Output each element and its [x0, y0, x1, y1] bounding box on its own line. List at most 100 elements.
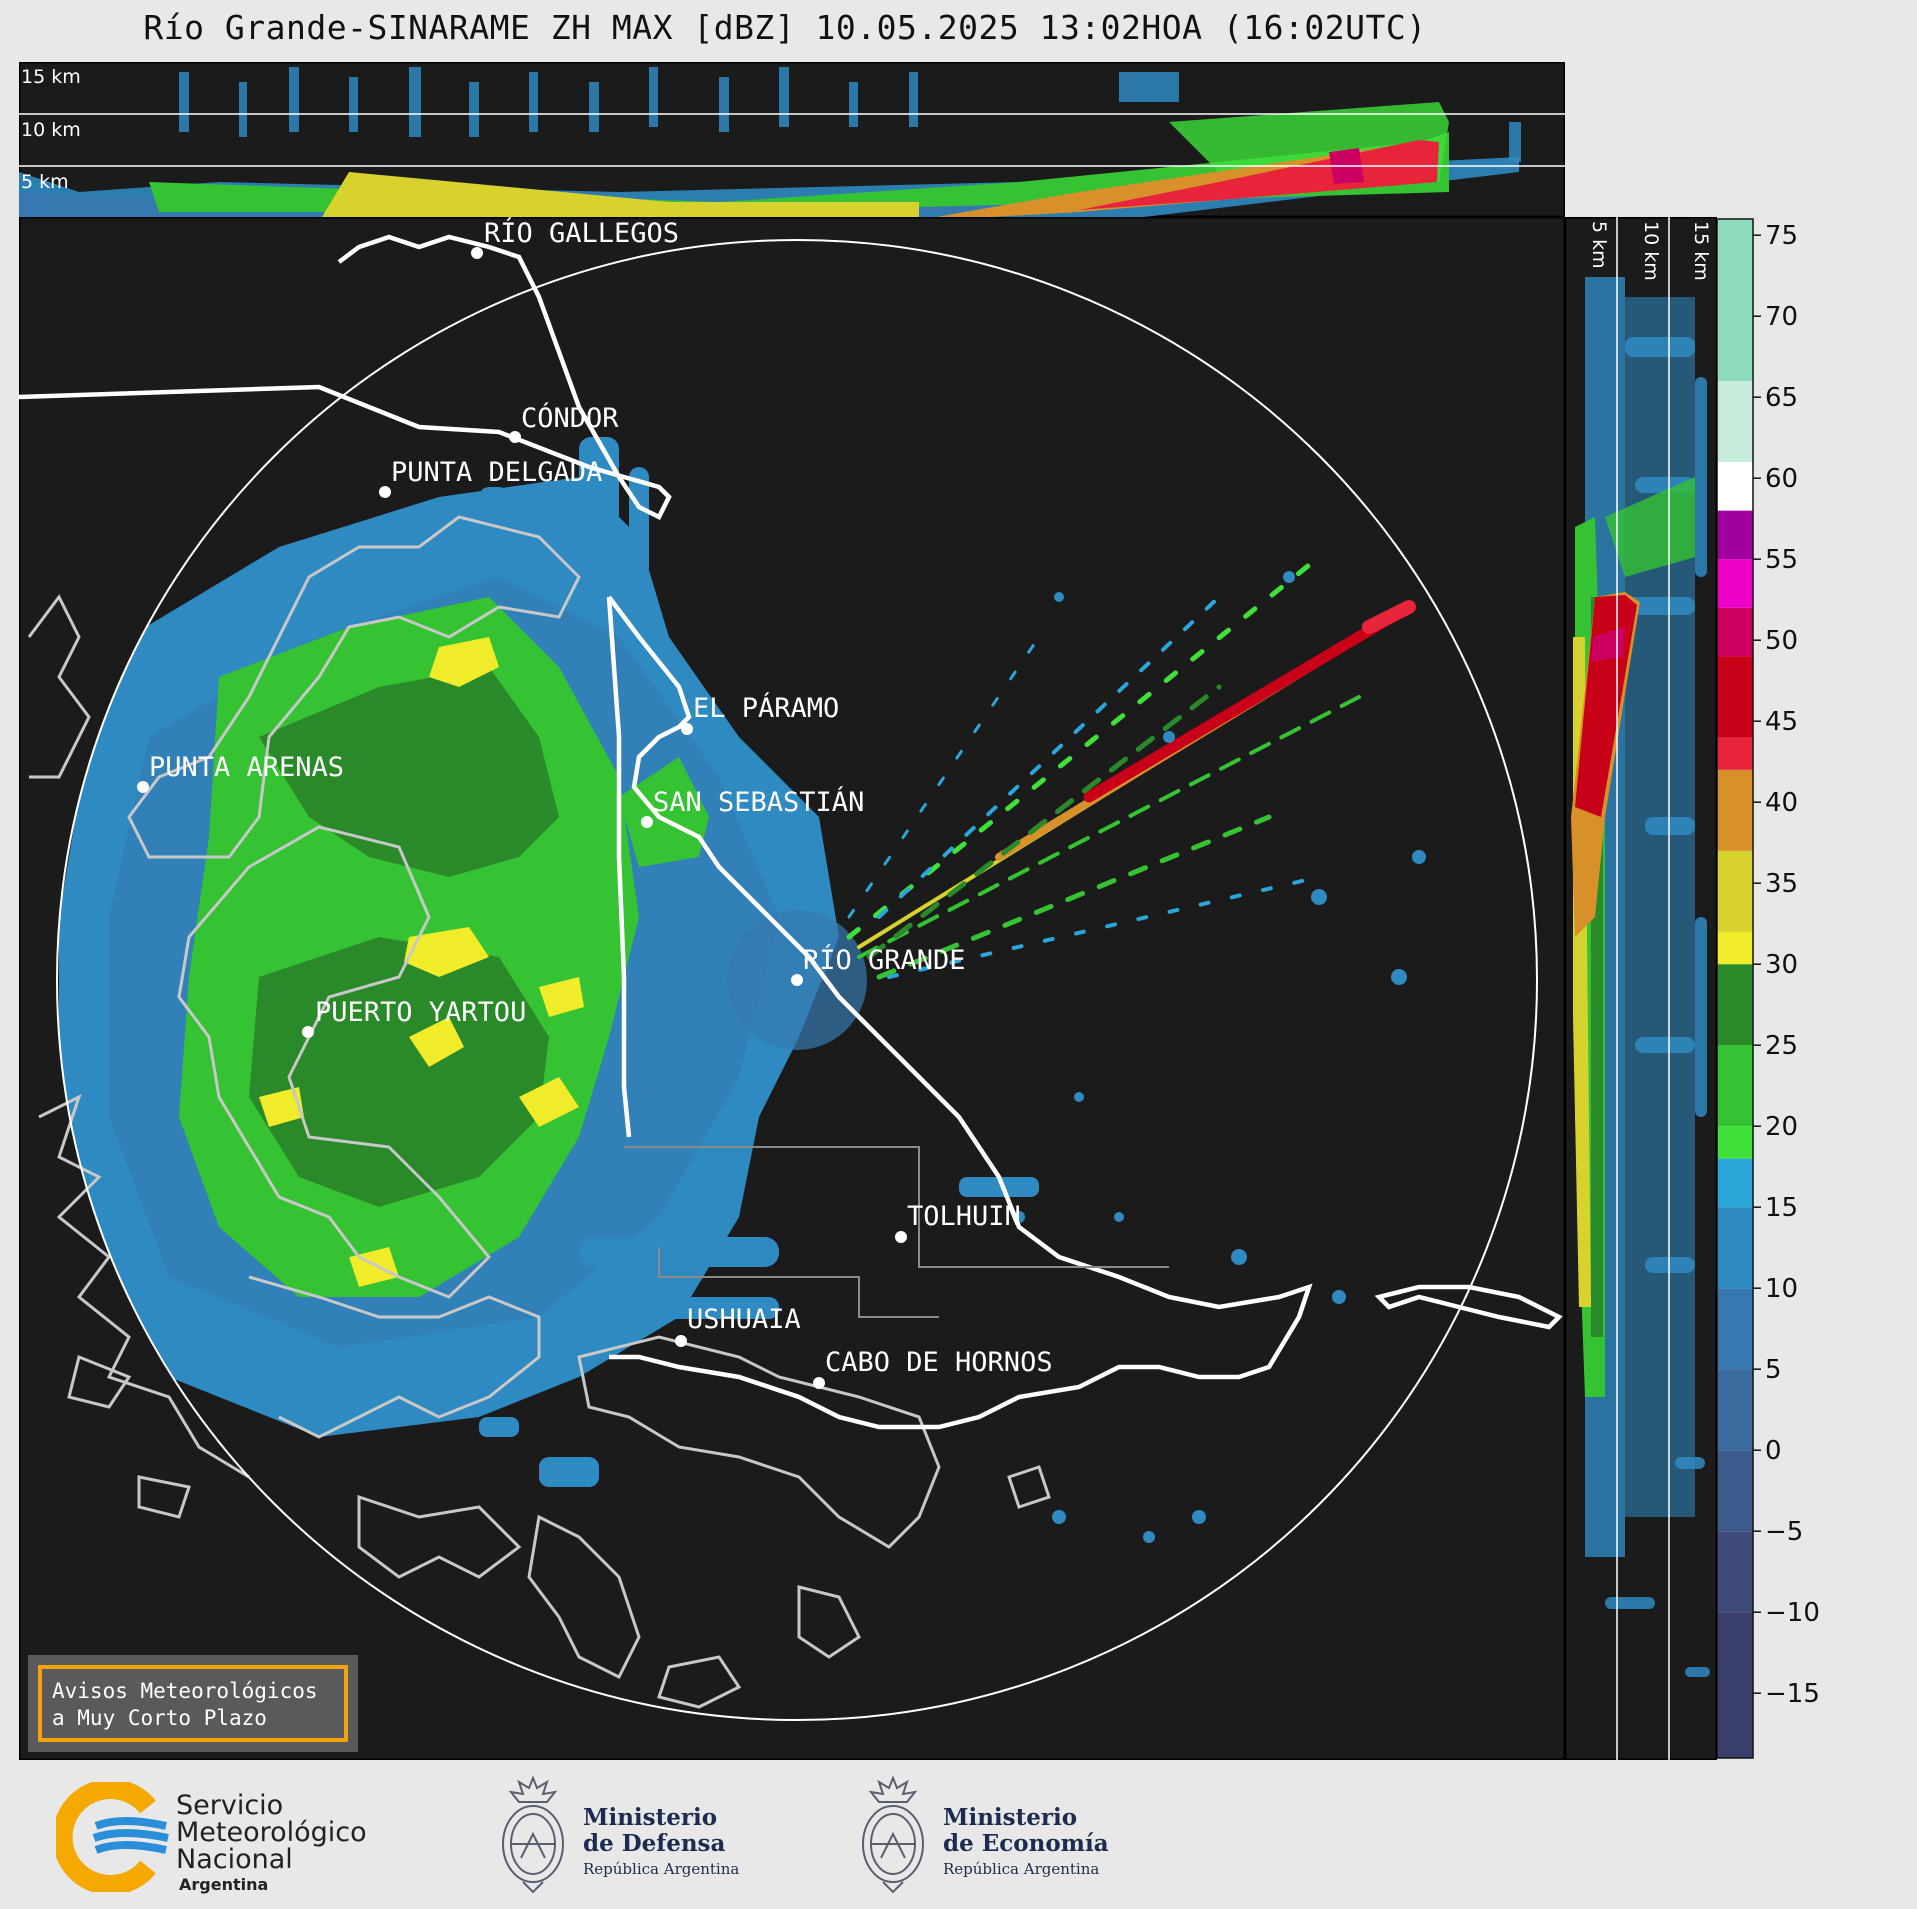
smn-logo: Servicio Meteorológico Nacional Argentin… — [56, 1782, 386, 1894]
city-label-san-sebastian: SAN SEBASTIÁN — [653, 786, 864, 818]
defensa-line-2: de Defensa — [583, 1830, 726, 1857]
radar-map-svg[interactable]: RÍO GALLEGOS CÓNDOR PUNTA DELGADA EL PÁR… — [19, 217, 1565, 1760]
city-label-punta-arenas: PUNTA ARENAS — [149, 752, 344, 783]
economia-line-1: Ministerio — [943, 1804, 1078, 1831]
city-label-ushuaia: USHUAIA — [687, 1304, 801, 1335]
city-punta-delgada[interactable]: PUNTA DELGADA — [379, 457, 602, 498]
smn-line-4: Argentina — [179, 1875, 269, 1894]
city-rio-grande[interactable]: RÍO GRANDE — [791, 944, 966, 986]
smn-line-1: Servicio — [176, 1790, 284, 1821]
colorbar-segment — [1717, 1612, 1753, 1758]
city-dot — [641, 816, 653, 828]
top-height-label-15km: 15 km — [21, 66, 81, 88]
coat-of-arms-icon — [862, 1775, 924, 1894]
city-puerto-yartou[interactable]: PUERTO YARTOU — [302, 997, 526, 1038]
city-rio-gallegos[interactable]: RÍO GALLEGOS — [471, 217, 679, 259]
city-san-sebastian[interactable]: SAN SEBASTIÁN — [641, 786, 864, 828]
coastlines — [27, 515, 1051, 1709]
city-dot — [471, 247, 483, 259]
colorbar-segments — [1717, 219, 1753, 1758]
city-dot — [895, 1231, 907, 1243]
colorbar-segment — [1717, 1207, 1753, 1289]
colorbar-tick-label: 75 — [1765, 221, 1798, 251]
warning-box-border: Avisos Meteorológicos a Muy Corto Plazo — [38, 1665, 348, 1742]
city-label-rio-gallegos: RÍO GALLEGOS — [484, 217, 679, 249]
smn-line-3: Nacional — [176, 1844, 293, 1875]
city-dot — [791, 974, 803, 986]
ministerio-defensa-logo: Ministerio de Defensa República Argentin… — [495, 1774, 755, 1899]
colorbar-tick-label: −15 — [1765, 1679, 1820, 1709]
colorbar-tick-label: 30 — [1765, 950, 1798, 980]
colorbar-segment — [1717, 381, 1753, 462]
side-height-label-5km: 5 km — [1588, 221, 1610, 269]
city-label-el-paramo: EL PÁRAMO — [693, 692, 839, 724]
colorbar-tick-label: 15 — [1765, 1193, 1798, 1223]
city-cabo-de-hornos[interactable]: CABO DE HORNOS — [813, 1347, 1053, 1389]
colorbar-segment — [1717, 850, 1753, 932]
defensa-line-3: República Argentina — [583, 1860, 740, 1878]
colorbar-segment — [1717, 737, 1753, 770]
colorbar-segment — [1717, 1369, 1753, 1451]
top-height-label-5km: 5 km — [21, 171, 69, 193]
city-tolhuin[interactable]: TOLHUIN — [895, 1201, 1021, 1243]
city-label-puerto-yartou: PUERTO YARTOU — [315, 997, 526, 1028]
top-cross-section-svg: 15 km 10 km 5 km — [19, 62, 1565, 217]
colorbar-segment — [1717, 559, 1753, 608]
colorbar-tick-label: 45 — [1765, 707, 1798, 737]
colorbar-tick-label: 35 — [1765, 869, 1798, 899]
colorbar-segment — [1717, 1158, 1753, 1208]
side-height-label-15km: 15 km — [1690, 221, 1712, 281]
colorbar-segment — [1717, 219, 1753, 381]
colorbar-tick-label: 60 — [1765, 464, 1798, 494]
city-punta-arenas[interactable]: PUNTA ARENAS — [137, 752, 344, 793]
colorbar: 75 70 65 60 55 50 45 40 35 30 25 20 15 10 5 0 −5 −10 −15 — [1717, 217, 1917, 1760]
warning-line-1: Avisos Meteorológicos — [52, 1679, 318, 1703]
warning-box[interactable]: Avisos Meteorológicos a Muy Corto Plazo — [28, 1655, 358, 1752]
city-dot — [681, 723, 693, 735]
city-condor[interactable]: CÓNDOR — [509, 402, 619, 443]
colorbar-tick-label: 10 — [1765, 1274, 1798, 1304]
city-dot — [813, 1377, 825, 1389]
colorbar-segment — [1717, 1045, 1753, 1127]
colorbar-tick-label: 20 — [1765, 1112, 1798, 1142]
smn-line-2: Meteorológico — [176, 1817, 367, 1848]
colorbar-tick-label: −5 — [1765, 1517, 1803, 1547]
city-label-rio-grande: RÍO GRANDE — [803, 944, 966, 976]
colorbar-segment — [1717, 964, 1753, 1046]
colorbar-tick-label: 55 — [1765, 545, 1798, 575]
colorbar-segment — [1717, 1450, 1753, 1532]
economia-line-3: República Argentina — [943, 1860, 1100, 1878]
city-dot — [379, 486, 391, 498]
colorbar-tick-label: 50 — [1765, 626, 1798, 656]
colorbar-tick-label: 40 — [1765, 788, 1798, 818]
colorbar-tick-label: 0 — [1765, 1436, 1782, 1466]
side-height-label-10km: 10 km — [1640, 221, 1662, 281]
warning-line-2: a Muy Corto Plazo — [52, 1706, 267, 1730]
economia-line-2: de Economía — [943, 1830, 1109, 1857]
colorbar-segment — [1717, 769, 1753, 851]
city-ushuaia[interactable]: USHUAIA — [675, 1304, 801, 1347]
top-cross-section-panel: 15 km 10 km 5 km — [19, 62, 1565, 217]
ministerio-economia-logo: Ministerio de Economía República Argenti… — [855, 1774, 1135, 1899]
reflectivity-echoes — [59, 437, 1426, 1543]
colorbar-tick-label: −10 — [1765, 1598, 1820, 1628]
colorbar-tick-label: 65 — [1765, 383, 1798, 413]
radar-map-panel[interactable]: RÍO GALLEGOS CÓNDOR PUNTA DELGADA EL PÁR… — [19, 217, 1565, 1760]
city-el-paramo[interactable]: EL PÁRAMO — [681, 692, 839, 735]
colorbar-segment — [1717, 656, 1753, 738]
city-dot — [509, 431, 521, 443]
city-label-tolhuin: TOLHUIN — [907, 1201, 1021, 1232]
colorbar-segment — [1717, 1126, 1753, 1159]
defensa-line-1: Ministerio — [583, 1804, 718, 1831]
top-height-label-10km: 10 km — [21, 119, 81, 141]
city-dot — [137, 781, 149, 793]
smn-emblem-icon — [56, 1782, 169, 1892]
colorbar-segment — [1717, 607, 1753, 657]
colorbar-segment — [1717, 510, 1753, 560]
side-cross-section-svg: 5 km 10 km 15 km — [1565, 217, 1717, 1760]
colorbar-tick-label: 25 — [1765, 1031, 1798, 1061]
colorbar-segment — [1717, 1288, 1753, 1370]
range-ring — [56, 239, 1538, 1721]
